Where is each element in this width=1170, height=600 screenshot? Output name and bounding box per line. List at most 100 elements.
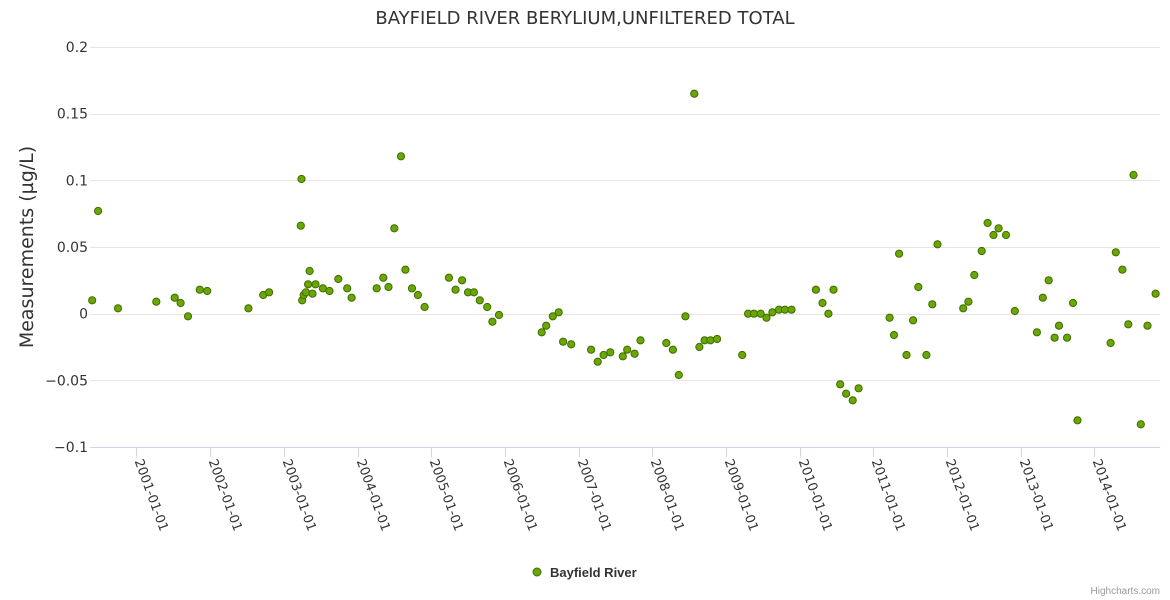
data-point[interactable]	[334, 274, 343, 284]
data-point[interactable]	[567, 340, 576, 349]
data-point[interactable]	[94, 206, 103, 216]
data-point[interactable]	[854, 384, 863, 393]
data-point[interactable]	[343, 284, 352, 293]
credits-link[interactable]: Highcharts.com	[1091, 586, 1160, 597]
data-point[interactable]	[738, 350, 747, 360]
data-point[interactable]	[994, 224, 1003, 233]
data-point[interactable]	[296, 221, 305, 230]
data-point[interactable]	[113, 304, 123, 313]
data-point[interactable]	[308, 289, 317, 298]
data-point[interactable]	[325, 286, 334, 296]
data-point[interactable]	[989, 230, 998, 240]
data-point[interactable]	[304, 280, 313, 289]
data-point[interactable]	[756, 309, 765, 318]
data-point[interactable]	[1054, 321, 1064, 330]
data-point[interactable]	[203, 286, 212, 296]
data-point[interactable]	[787, 305, 796, 314]
data-point[interactable]	[1032, 328, 1042, 337]
data-point[interactable]	[593, 357, 602, 366]
data-point[interactable]	[636, 336, 645, 345]
data-point[interactable]	[889, 330, 899, 340]
data-point[interactable]	[713, 334, 722, 344]
data-point[interactable]	[630, 349, 639, 358]
data-point[interactable]	[848, 396, 857, 405]
data-point[interactable]	[1136, 420, 1145, 429]
data-point[interactable]	[1050, 333, 1059, 342]
data-point[interactable]	[396, 152, 406, 161]
data-point[interactable]	[379, 273, 388, 282]
data-point[interactable]	[922, 350, 931, 360]
data-point[interactable]	[587, 345, 596, 354]
data-point[interactable]	[1044, 276, 1053, 285]
data-point[interactable]	[842, 389, 851, 398]
data-point[interactable]	[824, 309, 833, 318]
data-point[interactable]	[483, 302, 492, 312]
data-point[interactable]	[970, 270, 979, 280]
data-point[interactable]	[554, 308, 563, 317]
data-point[interactable]	[818, 298, 827, 308]
data-point[interactable]	[1129, 170, 1138, 180]
data-point[interactable]	[347, 293, 356, 302]
data-point[interactable]	[297, 174, 306, 184]
data-point[interactable]	[964, 297, 973, 306]
data-point[interactable]	[895, 249, 904, 258]
data-point[interactable]	[983, 218, 992, 228]
data-point[interactable]	[681, 312, 690, 321]
data-point[interactable]	[559, 337, 568, 346]
data-point[interactable]	[914, 282, 923, 292]
data-point[interactable]	[488, 317, 497, 326]
data-point[interactable]	[902, 350, 911, 360]
data-point[interactable]	[928, 300, 937, 309]
data-point[interactable]	[170, 293, 179, 302]
data-point[interactable]	[458, 276, 467, 285]
data-point[interactable]	[1124, 320, 1133, 329]
data-point[interactable]	[599, 350, 608, 360]
data-point[interactable]	[606, 348, 615, 357]
data-point[interactable]	[88, 296, 97, 305]
data-point[interactable]	[1143, 321, 1152, 330]
data-point[interactable]	[674, 370, 683, 380]
data-point[interactable]	[1106, 338, 1115, 348]
data-point[interactable]	[413, 290, 422, 300]
data-point[interactable]	[548, 312, 557, 321]
data-point[interactable]	[690, 89, 699, 98]
data-point[interactable]	[1151, 289, 1160, 298]
data-point[interactable]	[420, 302, 429, 312]
data-point[interactable]	[475, 296, 484, 305]
data-point[interactable]	[407, 284, 417, 293]
data-point[interactable]	[311, 280, 320, 289]
data-point[interactable]	[829, 285, 838, 294]
legend-item-bayfield-river[interactable]: Bayfield River	[550, 565, 637, 580]
data-point[interactable]	[152, 297, 161, 306]
data-point[interactable]	[305, 266, 314, 276]
series-bayfield-river[interactable]	[88, 89, 1160, 429]
data-point[interactable]	[401, 265, 410, 274]
data-point[interactable]	[623, 345, 632, 354]
legend[interactable]: Bayfield River	[532, 565, 637, 580]
data-point[interactable]	[662, 338, 671, 348]
data-point[interactable]	[1111, 248, 1120, 257]
data-point[interactable]	[762, 313, 771, 322]
data-point[interactable]	[933, 240, 942, 249]
data-point[interactable]	[1010, 306, 1019, 316]
data-point[interactable]	[195, 285, 204, 294]
data-point[interactable]	[444, 273, 453, 282]
data-point[interactable]	[384, 282, 393, 292]
data-point[interactable]	[390, 224, 399, 233]
data-point[interactable]	[301, 288, 310, 297]
data-point[interactable]	[977, 246, 986, 256]
data-point[interactable]	[1073, 416, 1082, 425]
data-point[interactable]	[1001, 230, 1011, 240]
data-point[interactable]	[885, 313, 894, 322]
data-point[interactable]	[372, 284, 381, 293]
legend-marker-icon[interactable]	[532, 567, 542, 577]
data-point[interactable]	[811, 285, 821, 294]
data-point[interactable]	[1038, 293, 1047, 302]
data-point[interactable]	[494, 310, 504, 320]
data-point[interactable]	[176, 298, 185, 308]
data-point[interactable]	[618, 352, 627, 361]
data-point[interactable]	[469, 288, 478, 297]
data-point[interactable]	[537, 328, 546, 337]
data-point[interactable]	[183, 312, 193, 321]
data-point[interactable]	[244, 304, 253, 313]
